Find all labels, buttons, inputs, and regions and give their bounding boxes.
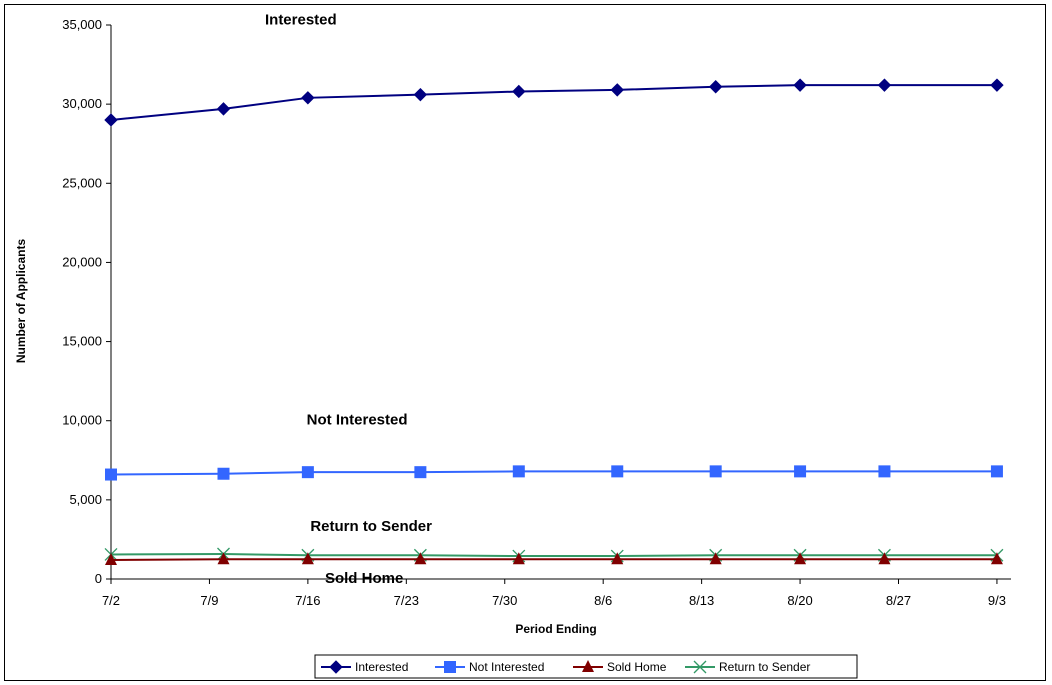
series-line-return-to-sender bbox=[110, 552, 997, 558]
legend-label: Not Interested bbox=[469, 660, 544, 674]
data-point-not-interested bbox=[794, 465, 807, 478]
data-point-sold-home bbox=[301, 552, 314, 565]
y-axis-title: Number of Applicants bbox=[14, 239, 28, 364]
legend-marker-return-to-sender-stroke bbox=[693, 660, 707, 674]
x-tick-label: 7/30 bbox=[492, 593, 517, 608]
y-tick-label: 5,000 bbox=[69, 492, 102, 507]
data-point-not-interested bbox=[301, 466, 314, 479]
data-point-interested bbox=[413, 87, 428, 102]
data-point-not-interested bbox=[105, 468, 117, 481]
x-tick-label: 7/9 bbox=[200, 593, 218, 608]
data-point-not-interested bbox=[990, 465, 1003, 478]
annotation-return-to-sender: Return to Sender bbox=[310, 518, 432, 535]
legend-marker-sold-home bbox=[582, 660, 594, 672]
annotation-interested: Interested bbox=[265, 11, 337, 28]
legend-label: Interested bbox=[355, 660, 408, 674]
data-point-interested bbox=[301, 91, 315, 105]
data-point-interested bbox=[104, 113, 118, 127]
data-point-not-interested bbox=[611, 465, 624, 478]
chart-frame: 0 5,000 10,000 15,000 20,000 25,000 30,000 35,0… bbox=[4, 4, 1046, 681]
series-interested bbox=[104, 78, 1004, 127]
x-tick-label: 8/13 bbox=[689, 593, 714, 608]
data-point-sold-home bbox=[794, 552, 807, 565]
series-sold-home bbox=[105, 552, 1003, 566]
legend-item-not-interested: Not Interested bbox=[435, 660, 544, 674]
series-line-interested bbox=[110, 84, 997, 121]
legend: Interested Not Interested Sold Home Return … bbox=[314, 654, 858, 679]
y-tick-label: 15,000 bbox=[62, 334, 102, 349]
data-point-sold-home bbox=[512, 552, 525, 565]
data-point-interested bbox=[793, 78, 807, 92]
data-point-not-interested bbox=[414, 466, 427, 479]
annotation-sold-home: Sold Home bbox=[325, 570, 403, 587]
data-point-interested bbox=[216, 102, 231, 116]
y-tick-label: 0 bbox=[95, 571, 102, 586]
x-tick-label: 8/6 bbox=[594, 593, 612, 608]
y-tick-label: 25,000 bbox=[62, 175, 102, 190]
data-point-sold-home bbox=[709, 552, 722, 565]
data-point-not-interested bbox=[878, 465, 891, 478]
data-point-sold-home bbox=[217, 552, 230, 565]
data-point-sold-home bbox=[990, 552, 1003, 565]
legend-marker-interested bbox=[329, 660, 343, 674]
data-point-interested bbox=[708, 80, 723, 94]
axes bbox=[110, 25, 1011, 580]
x-axis-title: Period Ending bbox=[515, 622, 596, 636]
y-ticks: 0 5,000 10,000 15,000 20,000 25,000 30,000 35,0… bbox=[62, 17, 111, 586]
series-line-not-interested bbox=[110, 470, 997, 476]
data-point-sold-home bbox=[105, 553, 117, 566]
y-tick-label: 20,000 bbox=[62, 254, 102, 269]
data-point-sold-home bbox=[414, 552, 427, 565]
series-group bbox=[104, 78, 1004, 566]
x-tick-label: 9/3 bbox=[988, 593, 1006, 608]
legend-marker-not-interested bbox=[444, 661, 456, 673]
annotations: Interested Not Interested Return to Sender… bbox=[265, 11, 432, 587]
y-tick-label: 35,000 bbox=[62, 17, 102, 32]
legend-label: Return to Sender bbox=[719, 660, 810, 674]
legend-item-sold-home: Sold Home bbox=[573, 660, 667, 674]
data-point-sold-home bbox=[878, 552, 891, 565]
annotation-not-interested: Not Interested bbox=[307, 412, 408, 429]
line-chart: 0 5,000 10,000 15,000 20,000 25,000 30,000 35,0… bbox=[14, 11, 1011, 679]
data-point-interested bbox=[990, 78, 1004, 92]
data-point-not-interested bbox=[709, 465, 722, 478]
legend-marker-return-to-sender bbox=[693, 660, 707, 674]
legend-item-interested: Interested bbox=[321, 660, 408, 674]
y-tick-label: 30,000 bbox=[62, 96, 102, 111]
data-point-interested bbox=[512, 84, 526, 99]
data-point-interested bbox=[877, 78, 892, 92]
x-tick-label: 8/27 bbox=[886, 593, 911, 608]
x-tick-label: 7/23 bbox=[394, 593, 419, 608]
data-point-sold-home bbox=[611, 552, 624, 565]
data-point-interested bbox=[610, 83, 624, 97]
x-tick-label: 8/20 bbox=[787, 593, 812, 608]
x-tick-label: 7/2 bbox=[102, 593, 120, 608]
data-point-not-interested bbox=[512, 465, 525, 478]
x-tick-label: 7/16 bbox=[295, 593, 320, 608]
series-line-sold-home bbox=[110, 558, 997, 562]
series-not-interested bbox=[105, 465, 1003, 481]
x-ticks: 7/2 7/9 7/16 7/23 7/30 8/6 8/13 8/20 8/27 9/3 bbox=[102, 579, 1006, 608]
legend-label: Sold Home bbox=[607, 660, 667, 674]
y-tick-label: 10,000 bbox=[62, 413, 102, 428]
data-point-not-interested bbox=[217, 467, 230, 480]
legend-item-return-to-sender: Return to Sender bbox=[685, 660, 810, 674]
